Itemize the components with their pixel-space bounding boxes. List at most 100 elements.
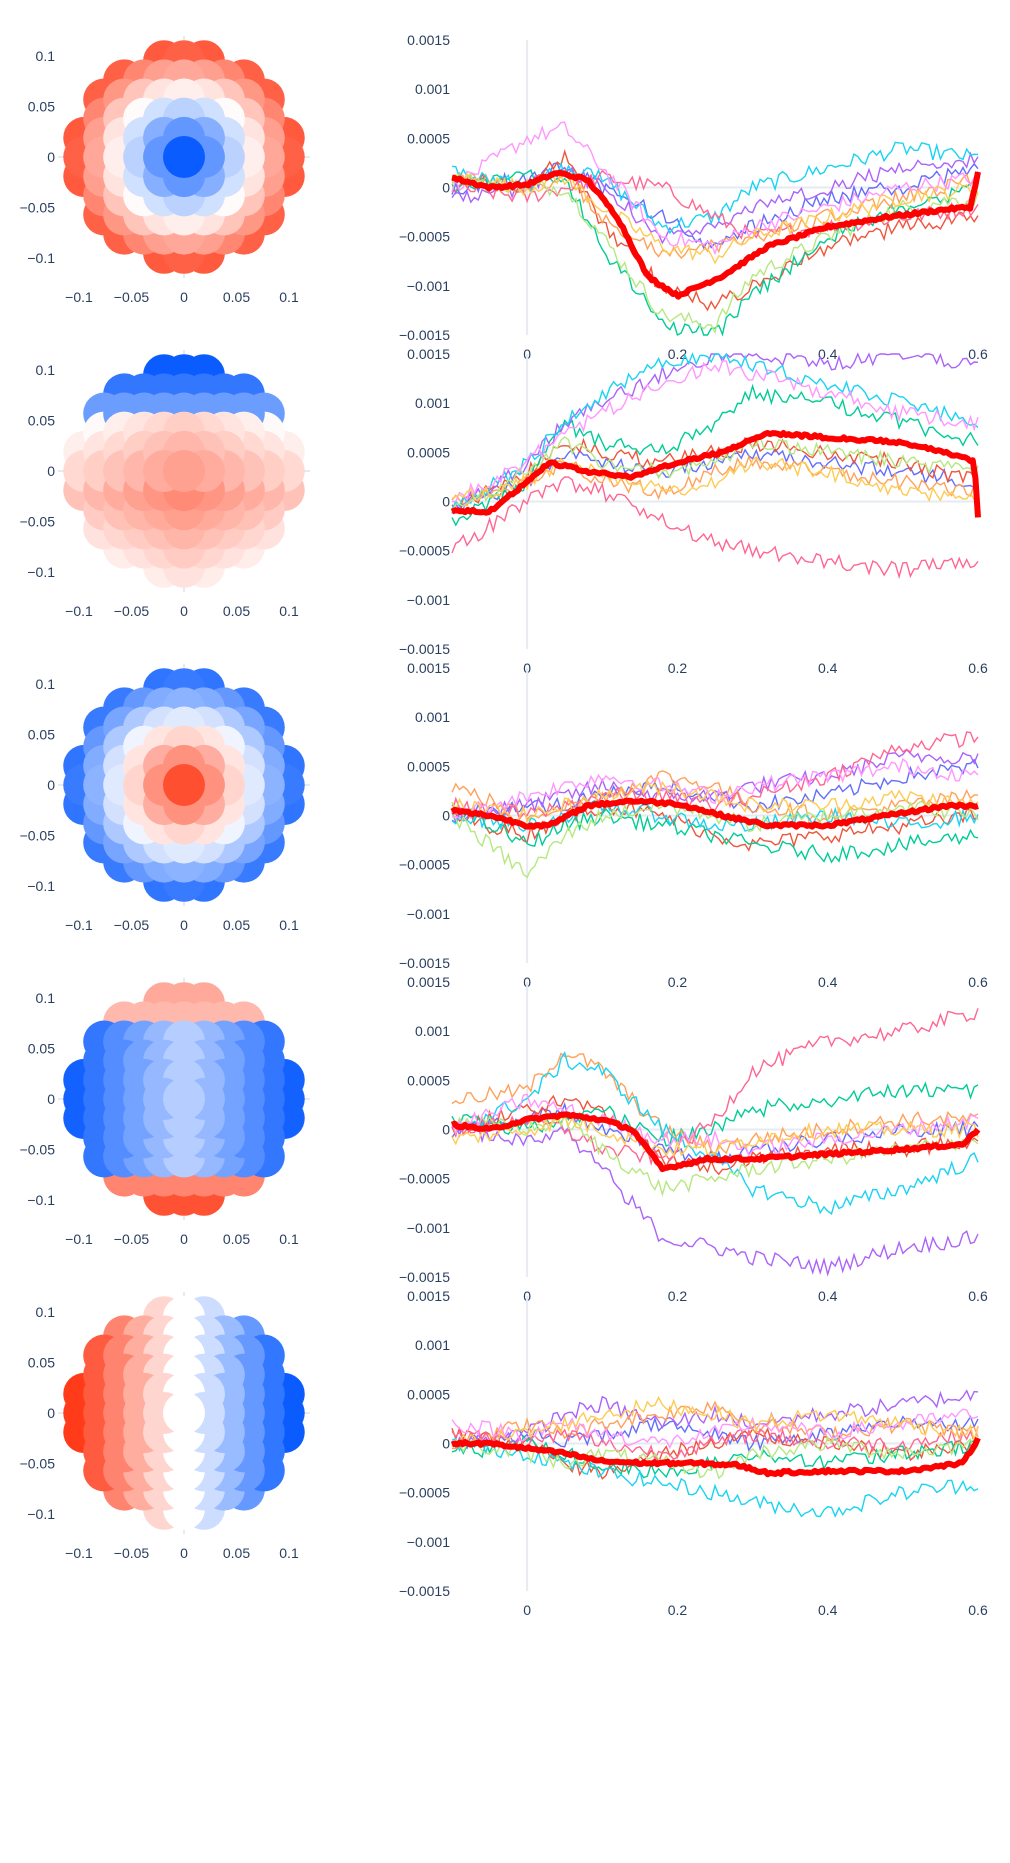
y-tick-label: −0.0015 [399, 641, 450, 657]
sensor-marker [163, 450, 205, 492]
y-tick-label: −0.001 [407, 906, 450, 922]
y-tick-label: 0.0015 [407, 1288, 450, 1304]
trial-line [451, 151, 979, 245]
y-tick-label: 0.001 [415, 1023, 450, 1039]
mean-line [450, 1436, 981, 1478]
x-tick-label: 0.4 [818, 346, 838, 362]
x-tick-label: −0.05 [114, 1545, 150, 1561]
x-tick-label: −0.1 [65, 1545, 93, 1561]
trial-line [451, 1121, 979, 1277]
x-tick-label: 0.6 [968, 974, 988, 990]
x-tick-label: 0.1 [279, 1545, 299, 1561]
y-tick-label: 0 [442, 180, 450, 196]
trial-line [451, 770, 979, 823]
x-tick-label: 0.1 [279, 289, 299, 305]
y-tick-label: 0.001 [415, 81, 450, 97]
mean-line [450, 430, 981, 518]
x-tick-label: 0.4 [818, 974, 838, 990]
y-tick-label: 0 [442, 808, 450, 824]
x-tick-label: 0.2 [668, 660, 688, 676]
y-tick-label: 0 [47, 1091, 55, 1107]
y-tick-label: 0 [442, 494, 450, 510]
mean-line [450, 797, 979, 830]
y-tick-label: −0.0015 [399, 327, 450, 343]
y-tick-label: −0.001 [407, 592, 450, 608]
x-tick-label: 0.05 [223, 1231, 250, 1247]
y-tick-label: 0.0005 [407, 1386, 450, 1402]
y-tick-label: 0.1 [36, 676, 56, 692]
x-tick-label: −0.05 [114, 603, 150, 619]
x-tick-label: −0.1 [65, 603, 93, 619]
y-tick-label: −0.05 [20, 827, 56, 843]
trial-line [451, 352, 979, 510]
trial-line [451, 757, 979, 820]
x-tick-label: −0.1 [65, 289, 93, 305]
y-tick-label: −0.0015 [399, 1583, 450, 1599]
x-tick-label: 0.05 [223, 603, 250, 619]
y-tick-label: −0.001 [407, 1534, 450, 1550]
x-tick-label: −0.05 [114, 289, 150, 305]
y-tick-label: 0.0015 [407, 32, 450, 48]
y-tick-label: 0.0005 [407, 758, 450, 774]
trial-line [451, 1052, 979, 1157]
x-tick-label: 0.4 [818, 1602, 838, 1618]
trial-line [451, 172, 979, 265]
topomap-panel-3: −0.1 −0.05 0 0.05 0.1 0.1 0.05 0 −0.05 −0.1 [20, 664, 310, 933]
timeseries-panel-5: 0 0.2 0.4 0.6 0.0015 0.001 0.0005 0 −0.0005 −0.00… [399, 1288, 988, 1618]
y-tick-label: −0.0005 [399, 1485, 450, 1501]
y-tick-label: 0.0005 [407, 130, 450, 146]
trial-line [451, 1408, 979, 1450]
trial-line [451, 121, 979, 256]
x-tick-label: 0.6 [968, 660, 988, 676]
x-tick-label: 0.05 [223, 917, 250, 933]
x-tick-label: 0.6 [968, 1602, 988, 1618]
y-tick-label: −0.1 [27, 564, 55, 580]
y-tick-label: 0.0005 [407, 1072, 450, 1088]
x-tick-label: 0 [180, 917, 188, 933]
y-tick-label: 0.0005 [407, 444, 450, 460]
y-tick-label: 0 [47, 463, 55, 479]
trial-line [451, 1115, 979, 1158]
x-tick-label: 0.1 [279, 917, 299, 933]
y-tick-label: 0 [442, 1436, 450, 1452]
trial-line [451, 169, 979, 260]
trial-line [451, 149, 979, 312]
x-tick-label: 0 [180, 1231, 188, 1247]
y-tick-label: −0.05 [20, 513, 56, 529]
trial-line [451, 748, 979, 824]
y-tick-label: −0.1 [27, 1506, 55, 1522]
timeseries-panel-4: 00.20.40.60.00150.0010.00050−0.0005−0.00… [399, 974, 988, 1304]
x-tick-label: 0.05 [223, 1545, 250, 1561]
topomap-panel-5: −0.1 −0.05 0 0.05 0.1 0.1 0.05 0 −0.05 −0.1 [20, 1292, 310, 1561]
y-tick-label: 0 [47, 149, 55, 165]
y-tick-label: −0.0015 [399, 955, 450, 971]
trial-line [451, 454, 979, 507]
y-tick-label: 0 [442, 1122, 450, 1138]
x-tick-label: 0.2 [668, 974, 688, 990]
sensor-marker [163, 1392, 205, 1434]
sensor-marker [163, 764, 205, 806]
y-tick-label: −0.0005 [399, 1171, 450, 1187]
y-tick-label: 0.001 [415, 395, 450, 411]
trial-line [451, 1395, 979, 1448]
y-tick-label: 0.05 [28, 99, 55, 115]
y-tick-label: 0.0015 [407, 660, 450, 676]
topomap-panel-1: −0.1 −0.05 0 0.05 0.1 0.1 0.05 0 −0.05 −0.1 [20, 36, 310, 305]
y-tick-label: 0.1 [36, 362, 56, 378]
y-tick-label: −0.05 [20, 199, 56, 215]
y-tick-label: 0 [47, 1405, 55, 1421]
x-tick-label: 0.4 [818, 1288, 838, 1304]
y-tick-label: 0 [47, 777, 55, 793]
y-tick-label: 0.0015 [407, 974, 450, 990]
x-tick-label: −0.1 [65, 917, 93, 933]
y-tick-label: −0.001 [407, 1220, 450, 1236]
x-tick-label: 0.1 [279, 603, 299, 619]
mean-line [450, 1111, 981, 1173]
x-tick-label: −0.05 [114, 1231, 150, 1247]
x-tick-label: 0.4 [818, 660, 838, 676]
y-tick-label: −0.1 [27, 878, 55, 894]
y-tick-label: −0.0005 [399, 857, 450, 873]
y-tick-label: 0.1 [36, 48, 56, 64]
trial-line [451, 1437, 979, 1518]
x-tick-label: 0 [180, 1545, 188, 1561]
